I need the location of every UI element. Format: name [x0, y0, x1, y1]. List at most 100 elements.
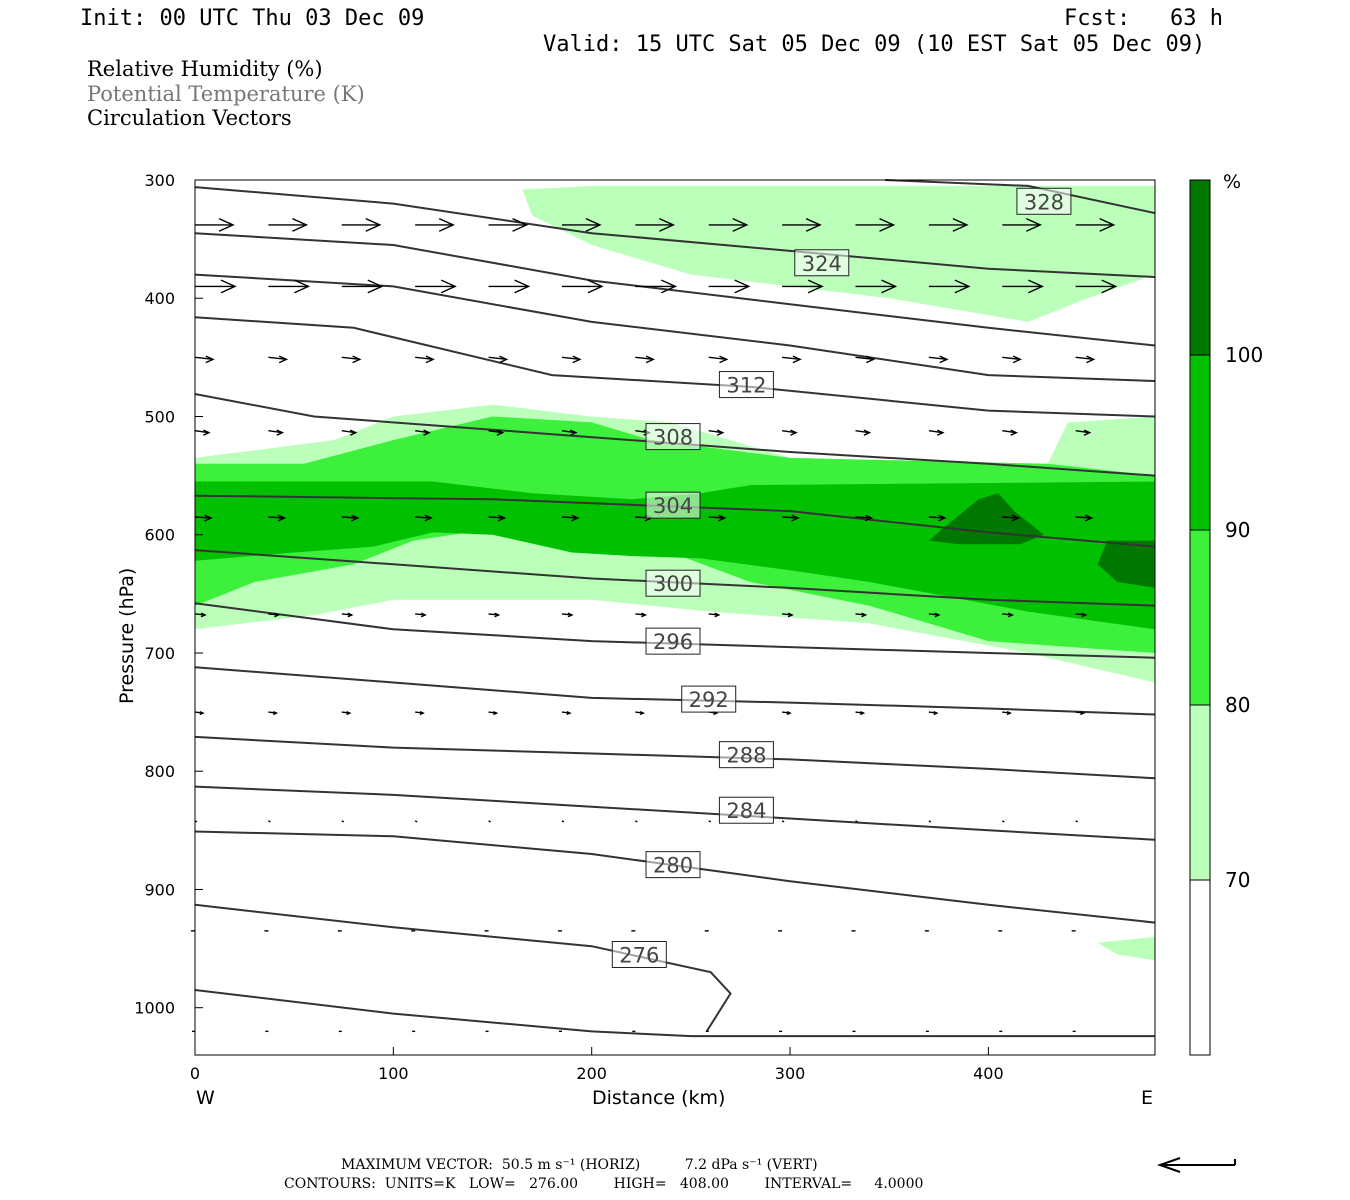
contour-label-box [1016, 187, 1072, 215]
circulation-vector [708, 820, 712, 823]
circulation-vector-head [272, 711, 279, 716]
circulation-vector [194, 356, 214, 361]
circulation-vector-head [419, 711, 425, 716]
circulation-vector-head [1101, 279, 1118, 294]
circulation-vector-head [425, 355, 435, 364]
circulation-vector-head [1010, 429, 1018, 436]
circulation-vector-head [352, 355, 362, 364]
circulation-vector [855, 356, 874, 361]
circulation-vector-head [786, 711, 792, 716]
colorbar-frame [1189, 179, 1211, 1056]
circulation-vector-head [790, 429, 798, 436]
circulation-vector-head [645, 355, 656, 364]
contour-label: 280 [653, 854, 693, 878]
circulation-vector-head [199, 711, 205, 716]
x-axis-label: Distance (km) [592, 1087, 725, 1109]
colorbar-segment [1190, 180, 1210, 355]
circulation-vector-head [587, 279, 604, 294]
contour-label-box [645, 627, 701, 655]
circulation-vector-head [493, 711, 499, 716]
circulation-vector [1075, 516, 1092, 519]
circulation-vector-head [719, 355, 729, 364]
theta-contour-328 [885, 179, 1156, 215]
contour-label-layer: 328 324 312 308 304 300 296 292 288 284 280 276 [611, 187, 1072, 968]
circulation-vector-head [200, 612, 207, 618]
circulation-vector-head [512, 217, 529, 232]
circulation-vector-head [423, 429, 431, 436]
y-tick-label: 800 [144, 762, 175, 781]
plot-frame [194, 179, 1156, 1056]
circulation-vector-head [351, 514, 360, 522]
circulation-vector [341, 516, 358, 519]
circulation-vector [928, 820, 932, 823]
x-tick-label: 400 [973, 1064, 1004, 1083]
circulation-vector [268, 356, 287, 361]
contour-label: 304 [653, 494, 693, 518]
circulation-vector-head [734, 279, 751, 294]
circulation-vector-head [1081, 612, 1088, 618]
circulation-vector [341, 820, 345, 823]
circulation-vector-head [787, 612, 794, 618]
theta-contour-304 [194, 494, 1156, 548]
circulation-vector-head [514, 279, 531, 294]
circulation-vector-head [659, 217, 676, 232]
contour-label: 284 [726, 799, 766, 823]
vector-layer [191, 217, 1118, 1033]
colorbar-segment [1190, 530, 1210, 705]
theta-contour-292 [194, 666, 1156, 716]
circulation-vector-head [367, 279, 384, 294]
circulation-vector-head [570, 429, 578, 436]
y-tick-label: 500 [144, 407, 175, 426]
theta-contour-line-2 [194, 232, 1156, 347]
circulation-vector-head [939, 355, 949, 364]
west-label: W [196, 1087, 215, 1109]
circulation-vector-head [639, 711, 646, 716]
circulation-vector [341, 356, 360, 361]
circulation-vector [708, 516, 725, 519]
circulation-vector-head [572, 355, 582, 364]
circulation-vector [635, 820, 638, 823]
circulation-vector-head [1086, 355, 1096, 364]
circulation-vector-head [1006, 711, 1012, 716]
circulation-vector-head [1012, 355, 1022, 364]
contour-label: 292 [689, 688, 729, 712]
rh-region-70 [1097, 936, 1155, 961]
circulation-vector-head [716, 429, 725, 436]
colorbar-unit: % [1223, 171, 1241, 193]
circulation-vector-head [203, 429, 211, 436]
circulation-vector-head [938, 514, 947, 522]
circulation-vector-head [438, 217, 455, 232]
contour-label: 308 [653, 426, 693, 450]
circulation-vector-head [1083, 429, 1092, 436]
x-tick-label: 200 [576, 1064, 607, 1083]
legend-field-rh: Relative Humidity (%) [87, 57, 323, 81]
contour-label-box [718, 371, 774, 399]
circulation-vector [268, 516, 285, 519]
circulation-vector-head [204, 514, 213, 522]
circulation-vector [561, 356, 581, 361]
contour-label: 324 [802, 252, 842, 276]
circulation-vector [488, 356, 507, 361]
y-tick-label: 400 [144, 289, 175, 308]
circulation-vector-head [661, 279, 678, 294]
east-label: E [1141, 1087, 1153, 1109]
colorbar-segment [1190, 705, 1210, 880]
circulation-vector [708, 356, 727, 361]
circulation-vector-head [1099, 217, 1116, 232]
legend-field-vectors: Circulation Vectors [87, 106, 292, 130]
reference-vector-arrow [1156, 1157, 1236, 1173]
circulation-vector [415, 356, 434, 361]
valid-time: Valid: 15 UTC Sat 05 Dec 09 (10 EST Sat … [543, 32, 1206, 57]
circulation-vector-head [494, 612, 501, 618]
circulation-vector-head [220, 279, 237, 294]
theta-contour-276 [194, 903, 732, 1032]
circulation-vector-head [732, 217, 749, 232]
contour-label-box [645, 491, 701, 519]
circulation-vector-head [860, 711, 866, 716]
circulation-vector-head [1007, 612, 1014, 618]
circulation-vector-head [278, 355, 289, 364]
circulation-vector-head [714, 612, 721, 618]
circulation-vector [561, 820, 565, 823]
circulation-vector [855, 516, 872, 519]
